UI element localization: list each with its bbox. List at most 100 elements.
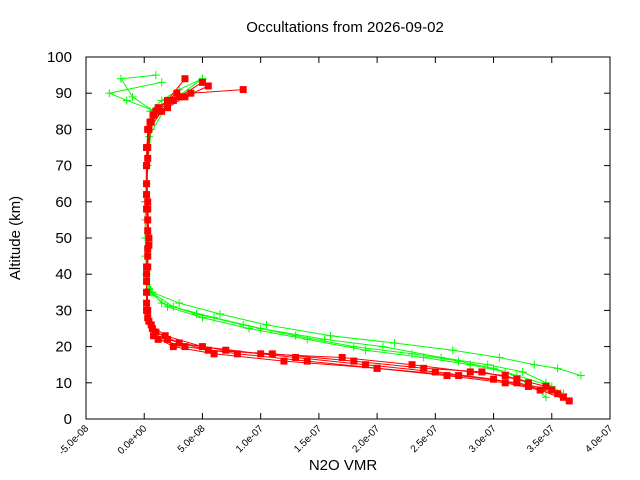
data-point: [541, 393, 550, 402]
series-1: [143, 75, 573, 405]
y-tick-label: 100: [47, 49, 72, 66]
data-point: [478, 368, 486, 376]
data-point: [576, 371, 585, 380]
data-point: [150, 111, 158, 119]
data-point: [169, 96, 177, 104]
data-point: [320, 335, 329, 344]
x-tick-label: 1.0e-07: [234, 423, 266, 455]
data-point: [239, 86, 247, 94]
y-tick-label: 20: [55, 339, 72, 356]
data-point: [431, 368, 439, 376]
data-point: [122, 96, 131, 105]
data-point: [204, 346, 212, 354]
data-point: [175, 299, 184, 308]
x-tick-label: 3.5e-07: [525, 423, 557, 455]
data-point: [143, 306, 151, 314]
data-point: [154, 104, 162, 112]
data-point: [151, 71, 160, 80]
data-point: [565, 397, 573, 405]
data-point: [164, 104, 172, 112]
data-point: [420, 364, 428, 372]
data-point: [454, 357, 463, 366]
data-point: [181, 75, 189, 83]
data-point: [408, 361, 416, 369]
data-point: [158, 107, 166, 115]
data-point: [373, 364, 381, 372]
data-point: [143, 299, 151, 307]
data-point: [144, 227, 152, 235]
data-point: [181, 343, 189, 351]
y-tick-label: 40: [55, 266, 72, 283]
data-point: [187, 89, 195, 97]
data-point: [443, 372, 451, 380]
data-point: [419, 353, 428, 362]
series-line: [146, 78, 547, 387]
data-point: [152, 107, 160, 115]
data-point: [147, 321, 155, 329]
data-point: [181, 93, 189, 101]
data-point: [390, 338, 399, 347]
x-tick-label: 2.5e-07: [409, 423, 441, 455]
data-point: [501, 372, 509, 380]
series-0: [105, 71, 585, 402]
data-point: [143, 162, 151, 170]
data-point: [490, 375, 498, 383]
data-point: [145, 125, 153, 133]
data-point: [210, 350, 218, 358]
data-point: [466, 368, 474, 376]
data-point: [150, 332, 158, 340]
x-tick-label: 1.5e-07: [292, 423, 324, 455]
data-point: [157, 299, 166, 308]
chart-title: Occultations from 2026-09-02: [246, 19, 444, 36]
axes-layer: 0 10 20 30 40 50 60 70 80 90 100 -5.0e-08 0.0e+00 5.0…: [47, 49, 615, 457]
x-tick-label: 0.0e+00: [116, 423, 150, 457]
data-point: [257, 350, 265, 358]
data-point: [144, 154, 152, 162]
data-point: [157, 78, 166, 87]
data-point: [303, 357, 311, 365]
data-point: [554, 390, 562, 398]
data-point: [518, 367, 527, 376]
data-point: [143, 263, 151, 271]
data-point: [536, 386, 544, 394]
data-point: [559, 393, 567, 401]
x-tick-label: 4.0e-07: [583, 423, 615, 455]
data-point: [448, 346, 457, 355]
data-point: [524, 379, 532, 387]
y-tick-label: 80: [55, 121, 72, 138]
data-point: [164, 335, 172, 343]
data-point: [408, 349, 417, 358]
x-axis-label: N2O VMR: [309, 457, 378, 474]
x-tick-label: -5.0e-08: [57, 423, 91, 457]
data-point: [192, 310, 201, 319]
data-point: [222, 346, 230, 354]
y-tick-label: 90: [55, 85, 72, 102]
data-point: [292, 353, 300, 361]
data-point: [169, 343, 177, 351]
data-point: [378, 342, 387, 351]
y-tick-label: 60: [55, 194, 72, 211]
data-point: [455, 372, 463, 380]
x-tick-label: 2.0e-07: [350, 423, 382, 455]
data-point: [144, 252, 152, 260]
y-tick-label: 50: [55, 230, 72, 247]
data-point: [198, 78, 206, 86]
data-point: [233, 350, 241, 358]
data-point: [152, 328, 160, 336]
data-point: [338, 353, 346, 361]
data-point: [116, 74, 125, 83]
data-point: [173, 89, 181, 97]
data-point: [495, 353, 504, 362]
data-point: [148, 325, 156, 332]
data-point: [489, 364, 498, 373]
data-point: [198, 343, 206, 351]
data-point: [145, 317, 153, 325]
data-point: [144, 314, 152, 322]
data-point: [548, 386, 556, 394]
data-point: [175, 93, 183, 101]
data-point: [145, 241, 153, 249]
data-point: [105, 89, 114, 98]
series-line: [146, 92, 529, 384]
series-line: [144, 78, 552, 387]
